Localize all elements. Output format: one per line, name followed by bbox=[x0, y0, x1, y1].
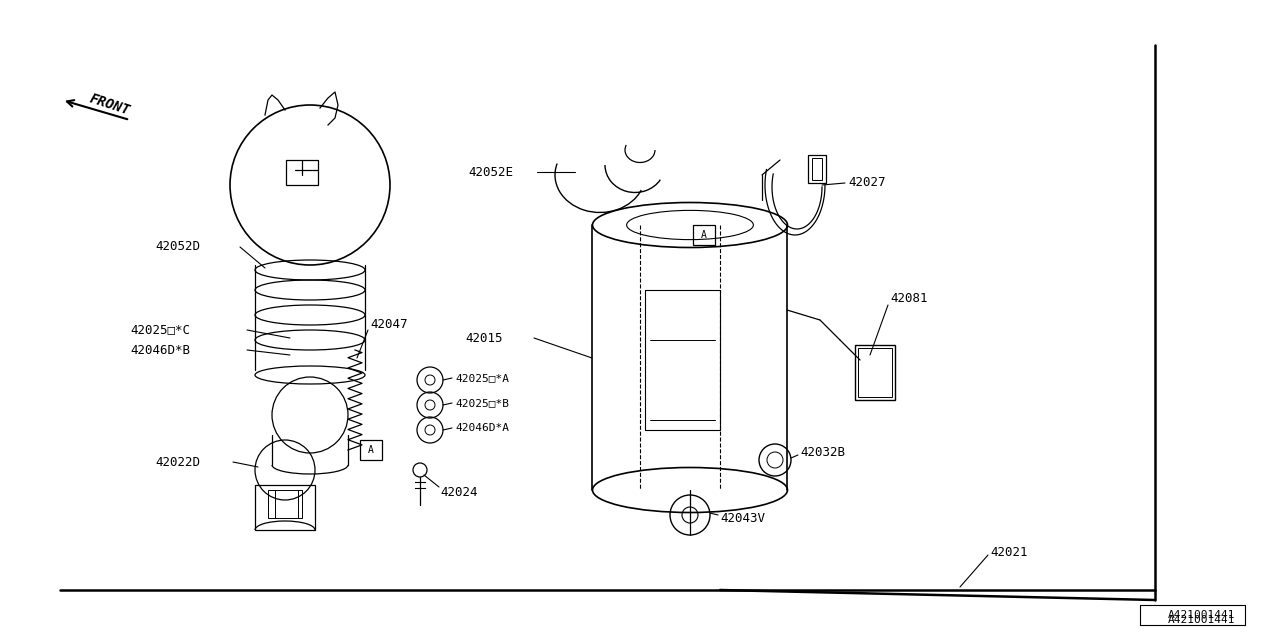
Text: 42046D*B: 42046D*B bbox=[131, 344, 189, 356]
Text: 42025□*B: 42025□*B bbox=[454, 398, 509, 408]
Text: A: A bbox=[369, 445, 374, 455]
Text: FRONT: FRONT bbox=[88, 92, 132, 118]
Bar bbox=[812, 158, 822, 180]
Text: 42032B: 42032B bbox=[800, 445, 845, 458]
Text: 42052E: 42052E bbox=[468, 166, 513, 179]
Text: 42024: 42024 bbox=[440, 486, 477, 499]
Text: 42052D: 42052D bbox=[155, 241, 200, 253]
Bar bbox=[285, 160, 317, 185]
Text: A421001441: A421001441 bbox=[1167, 610, 1235, 620]
Text: 42043V: 42043V bbox=[719, 511, 765, 525]
Text: 42047: 42047 bbox=[370, 319, 407, 332]
Bar bbox=[268, 490, 302, 518]
Bar bbox=[855, 345, 895, 400]
Text: 42027: 42027 bbox=[849, 177, 886, 189]
Bar bbox=[692, 225, 716, 245]
Text: 42081: 42081 bbox=[890, 291, 928, 305]
Bar bbox=[360, 440, 381, 460]
Bar bbox=[255, 485, 315, 530]
Text: A421001441: A421001441 bbox=[1167, 615, 1235, 625]
Text: 42015: 42015 bbox=[465, 332, 503, 344]
Text: 42021: 42021 bbox=[989, 545, 1028, 559]
Bar bbox=[808, 155, 826, 183]
Bar bbox=[858, 348, 892, 397]
Text: 42025□*A: 42025□*A bbox=[454, 373, 509, 383]
Text: 42022D: 42022D bbox=[155, 456, 200, 468]
Text: 42046D*A: 42046D*A bbox=[454, 423, 509, 433]
Text: 42025□*C: 42025□*C bbox=[131, 323, 189, 337]
Text: A: A bbox=[701, 230, 707, 240]
